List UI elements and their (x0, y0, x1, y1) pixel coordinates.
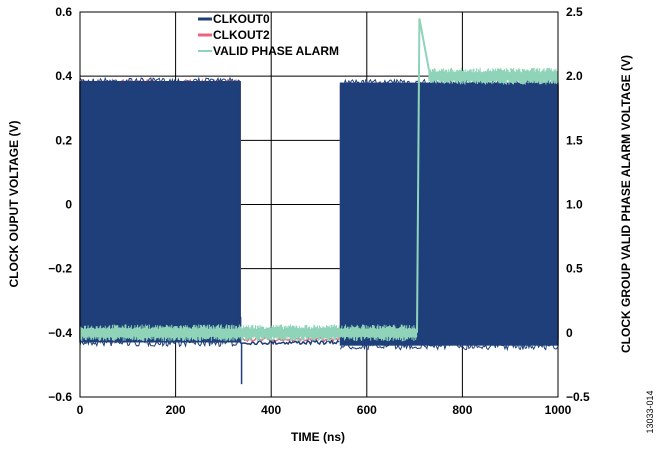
x-tick-label: 600 (357, 403, 377, 417)
y2-tick-label: −0.5 (566, 390, 590, 404)
y2-tick-label: 1.0 (566, 198, 583, 212)
series-band (80, 80, 241, 343)
y-tick-label: 0.2 (55, 133, 72, 147)
y2-tick-label: 1.5 (566, 133, 583, 147)
y2-tick-label: 0 (566, 326, 573, 340)
x-tick-labels: 0 200 400 600 800 1000 (77, 403, 572, 417)
x-tick-label: 400 (261, 403, 281, 417)
legend-label-clkout0: CLKOUT0 (213, 12, 270, 26)
x-axis-title: TIME (ns) (291, 430, 345, 444)
legend-label-alarm: VALID PHASE ALARM (213, 44, 339, 58)
y2-axis-title: CLOCK GROUP VALID PHASE ALARM VOLTAGE (V… (619, 55, 633, 353)
y-tick-label: −0.4 (48, 326, 72, 340)
series-edge (416, 18, 421, 333)
y-tick-label: 0 (65, 198, 72, 212)
y-axis-title: CLOCK OUPUT VOLTAGE (V) (7, 121, 21, 288)
series-decay (418, 18, 430, 70)
series-edge-low (340, 340, 559, 352)
x-tick-label: 200 (166, 403, 186, 417)
series-flat (239, 338, 340, 346)
x-tick-label: 0 (77, 403, 84, 417)
series-clkout0 (79, 76, 559, 385)
legend: CLKOUT0 CLKOUT2 VALID PHASE ALARM (198, 12, 339, 58)
series-edge-low (79, 337, 240, 348)
y-tick-labels: −0.6 −0.4 −0.2 0 0.2 0.4 0.6 (48, 5, 72, 404)
legend-label-clkout2: CLKOUT2 (213, 28, 270, 42)
series-band (428, 67, 559, 85)
y-tick-label: −0.2 (48, 262, 72, 276)
plot-frame (79, 11, 559, 398)
x-tick-label: 800 (452, 403, 472, 417)
y2-tick-label: 2.5 (566, 5, 583, 19)
y2-tick-label: 0.5 (566, 262, 583, 276)
y-tick-label: −0.6 (48, 390, 72, 404)
figure-id: 13033-014 (645, 390, 655, 433)
series-band (340, 82, 558, 346)
x-tick-label: 1000 (545, 403, 572, 417)
series-edge-high (79, 76, 240, 86)
y-tick-label: 0.4 (55, 69, 72, 83)
y2-tick-label: 2.0 (566, 69, 583, 83)
y-tick-label: 0.6 (55, 5, 72, 19)
y2-tick-labels: −0.5 0 0.5 1.0 1.5 2.0 2.5 (566, 5, 590, 404)
